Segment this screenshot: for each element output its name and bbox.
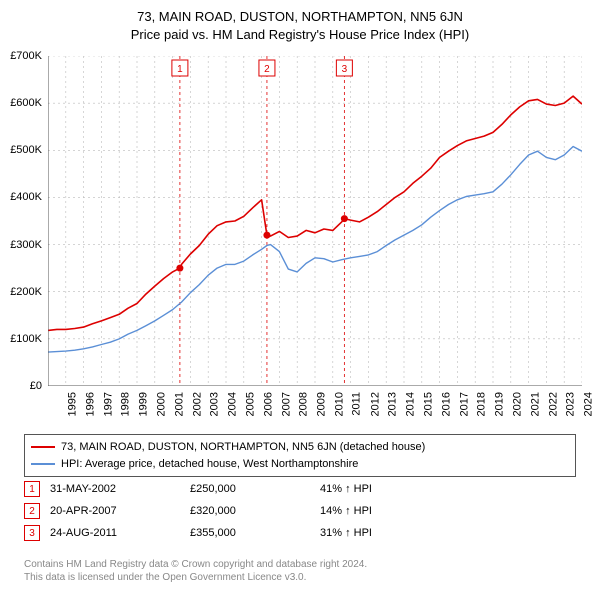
- y-tick-label: £200K: [10, 286, 42, 298]
- legend-label: HPI: Average price, detached house, West…: [61, 456, 358, 473]
- markers-table: 1 31-MAY-2002 £250,000 41% ↑ HPI 2 20-APR-200…: [24, 478, 576, 544]
- marker-row: 1 31-MAY-2002 £250,000 41% ↑ HPI: [24, 478, 576, 500]
- marker-badge: 3: [24, 525, 40, 541]
- y-tick-label: £100K: [10, 333, 42, 345]
- x-tick-label: 2021: [529, 392, 541, 416]
- title-subtitle: Price paid vs. HM Land Registry's House …: [0, 26, 600, 44]
- y-tick-label: £500K: [10, 144, 42, 156]
- x-tick-label: 2015: [422, 392, 434, 416]
- legend-item: HPI: Average price, detached house, West…: [31, 456, 569, 473]
- y-tick-label: £400K: [10, 191, 42, 203]
- marker-badge: 2: [24, 503, 40, 519]
- x-tick-label: 2000: [155, 392, 167, 416]
- legend-label: 73, MAIN ROAD, DUSTON, NORTHAMPTON, NN5 …: [61, 439, 425, 456]
- x-tick-label: 2023: [565, 392, 577, 416]
- x-tick-label: 2022: [547, 392, 559, 416]
- attribution: Contains HM Land Registry data © Crown c…: [24, 558, 367, 584]
- y-tick-label: £0: [30, 380, 42, 392]
- x-tick-label: 1995: [66, 392, 78, 416]
- chart-container: 73, MAIN ROAD, DUSTON, NORTHAMPTON, NN5 …: [0, 0, 600, 590]
- marker-date: 31-MAY-2002: [50, 483, 180, 495]
- marker-row: 3 24-AUG-2011 £355,000 31% ↑ HPI: [24, 522, 576, 544]
- legend-swatch: [31, 446, 55, 448]
- marker-row: 2 20-APR-2007 £320,000 14% ↑ HPI: [24, 500, 576, 522]
- x-tick-label: 2012: [369, 392, 381, 416]
- x-tick-label: 1997: [102, 392, 114, 416]
- legend: 73, MAIN ROAD, DUSTON, NORTHAMPTON, NN5 …: [24, 434, 576, 477]
- x-tick-label: 2003: [209, 392, 221, 416]
- y-axis: £0£100K£200K£300K£400K£500K£600K£700K: [2, 56, 46, 386]
- x-tick-label: 2018: [476, 392, 488, 416]
- y-tick-label: £700K: [10, 50, 42, 62]
- marker-date: 24-AUG-2011: [50, 527, 180, 539]
- attribution-line1: Contains HM Land Registry data © Crown c…: [24, 558, 367, 571]
- x-tick-label: 2002: [191, 392, 203, 416]
- x-tick-label: 2010: [333, 392, 345, 416]
- x-tick-label: 2013: [387, 392, 399, 416]
- x-tick-label: 1996: [84, 392, 96, 416]
- x-tick-label: 2001: [173, 392, 185, 416]
- x-tick-label: 2019: [494, 392, 506, 416]
- y-tick-label: £600K: [10, 97, 42, 109]
- x-tick-label: 2017: [458, 392, 470, 416]
- title-block: 73, MAIN ROAD, DUSTON, NORTHAMPTON, NN5 …: [0, 0, 600, 44]
- legend-item: 73, MAIN ROAD, DUSTON, NORTHAMPTON, NN5 …: [31, 439, 569, 456]
- y-tick-label: £300K: [10, 239, 42, 251]
- chart-area: 1 2 3: [48, 56, 582, 386]
- marker-badge: 1: [24, 481, 40, 497]
- svg-text:1: 1: [177, 64, 183, 75]
- x-tick-label: 2005: [244, 392, 256, 416]
- marker-pct: 31% ↑ HPI: [320, 527, 372, 539]
- marker-price: £355,000: [190, 527, 310, 539]
- marker-date: 20-APR-2007: [50, 505, 180, 517]
- chart-svg: 1 2 3: [48, 56, 582, 386]
- x-tick-label: 2006: [262, 392, 274, 416]
- x-tick-label: 1998: [120, 392, 132, 416]
- marker-pct: 41% ↑ HPI: [320, 483, 372, 495]
- svg-text:3: 3: [342, 64, 348, 75]
- x-tick-label: 2004: [227, 392, 239, 416]
- attribution-line2: This data is licensed under the Open Gov…: [24, 571, 367, 584]
- x-tick-label: 2014: [405, 392, 417, 416]
- x-tick-label: 2020: [511, 392, 523, 416]
- legend-swatch: [31, 463, 55, 465]
- x-axis: 1995 1996 1997 1998 1999 2000 2001 2002 2003 2004…: [48, 388, 582, 428]
- marker-price: £250,000: [190, 483, 310, 495]
- marker-pct: 14% ↑ HPI: [320, 505, 372, 517]
- x-tick-label: 2008: [298, 392, 310, 416]
- x-tick-label: 2009: [316, 392, 328, 416]
- marker-price: £320,000: [190, 505, 310, 517]
- svg-text:2: 2: [264, 64, 270, 75]
- x-tick-label: 2024: [583, 392, 595, 416]
- x-tick-label: 2007: [280, 392, 292, 416]
- title-address: 73, MAIN ROAD, DUSTON, NORTHAMPTON, NN5 …: [0, 8, 600, 26]
- x-tick-label: 2011: [350, 392, 362, 416]
- x-tick-label: 1999: [138, 392, 150, 416]
- x-tick-label: 2016: [440, 392, 452, 416]
